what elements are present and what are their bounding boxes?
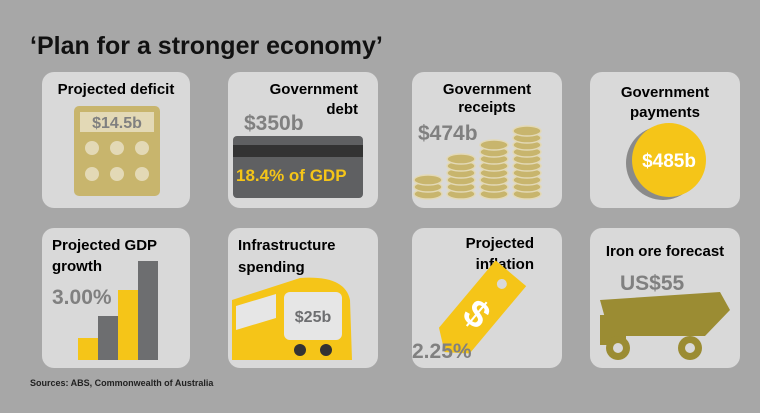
card-label: receipts [458, 99, 516, 116]
card-value: $25b [295, 309, 332, 326]
card-label: debt [326, 101, 358, 118]
card-icon [233, 136, 363, 198]
card-value: 3.00% [52, 286, 112, 309]
card-label: Infrastructure [238, 237, 336, 254]
card-label: payments [630, 104, 700, 121]
card-label: Government [270, 81, 358, 98]
card-label: Government [621, 84, 709, 101]
train-icon [232, 277, 352, 360]
card-value: $350b [244, 112, 304, 135]
card-label: Projected GDP [52, 237, 157, 254]
coin [512, 125, 542, 137]
coin-icon [626, 123, 706, 200]
title: ‘Plan for a stronger economy’ [30, 32, 383, 60]
card-value: $485b [642, 151, 696, 172]
card-label: Iron ore forecast [606, 243, 724, 260]
card-value: $474b [418, 122, 478, 145]
truck-icon [600, 292, 730, 360]
coins-icon [413, 125, 542, 200]
coin [446, 153, 476, 165]
source-note: Sources: ABS, Commonwealth of Australia [30, 378, 214, 388]
card-value: $14.5b [92, 115, 142, 132]
card-note: 18.4% of GDP [236, 166, 347, 185]
card-label: growth [52, 258, 102, 275]
bars-icon [78, 261, 158, 360]
coin [479, 139, 509, 151]
card-value: 2.25% [412, 340, 472, 363]
card-label: Government [443, 81, 531, 98]
calculator-icon [74, 106, 160, 196]
card-label: Projected deficit [58, 81, 175, 98]
coin [413, 174, 443, 186]
card-value: US$55 [620, 272, 685, 295]
card-label: spending [238, 259, 305, 276]
card-label: Projected [466, 235, 534, 252]
